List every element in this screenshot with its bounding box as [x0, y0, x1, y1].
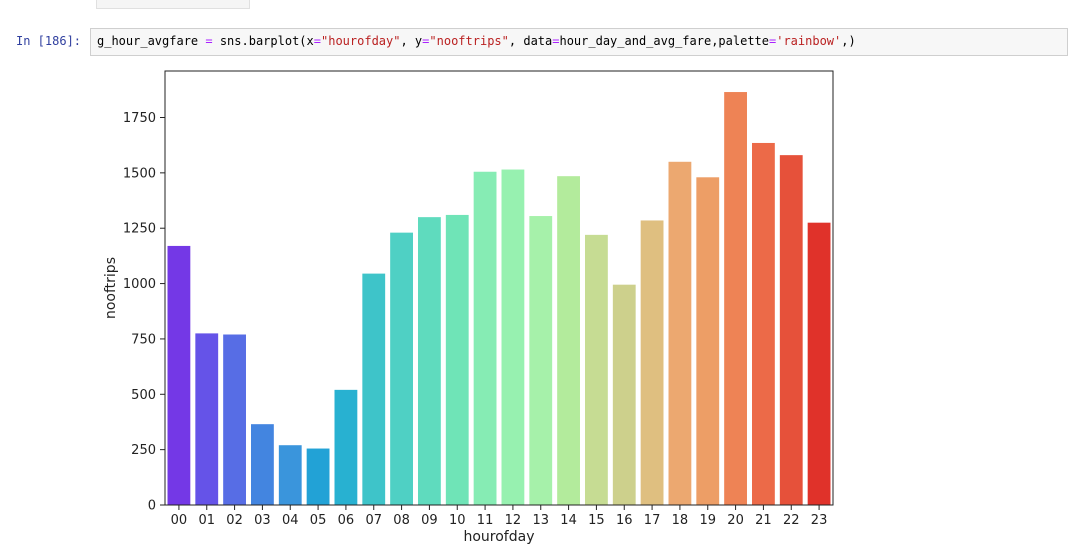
- bar-01: [195, 333, 219, 505]
- x-tick-label: 01: [198, 513, 215, 528]
- x-tick-label: 09: [421, 513, 438, 528]
- x-tick-label: 00: [171, 513, 188, 528]
- bar-04: [278, 445, 302, 505]
- x-tick-label: 16: [616, 513, 633, 528]
- code-cell: In [186]: g_hour_avgfare = sns.barplot(x…: [0, 28, 1069, 58]
- input-prompt: In [186]:: [16, 34, 82, 48]
- y-tick-label: 500: [131, 388, 156, 403]
- x-tick-label: 07: [365, 513, 382, 528]
- x-tick-label: 08: [393, 513, 410, 528]
- x-axis-label: hourofday: [463, 529, 534, 545]
- y-tick-label: 1250: [123, 222, 156, 237]
- y-tick-label: 750: [131, 332, 156, 347]
- bar-00: [167, 245, 191, 505]
- x-tick-label: 06: [338, 513, 355, 528]
- x-tick-label: 02: [226, 513, 243, 528]
- bar-09: [418, 217, 441, 505]
- bar-07: [362, 273, 386, 505]
- y-axis-label: nooftrips: [103, 257, 119, 319]
- bar-06: [334, 389, 358, 505]
- previous-cell-output: [96, 0, 250, 9]
- bar-12: [501, 169, 525, 505]
- bar-05: [306, 448, 330, 505]
- bar-11: [473, 171, 497, 505]
- plot-frame: [164, 70, 834, 506]
- code-editor[interactable]: g_hour_avgfare = sns.barplot(x="hourofda…: [90, 28, 1068, 56]
- bar-15: [585, 234, 608, 506]
- y-tick-label: 1500: [123, 166, 156, 181]
- bar-14: [557, 176, 580, 505]
- x-tick-label: 12: [505, 513, 522, 528]
- x-tick-label: 18: [672, 513, 689, 528]
- y-tick-label: 250: [131, 443, 156, 458]
- bar-16: [612, 284, 636, 505]
- bar-03: [251, 424, 274, 505]
- x-tick-label: 22: [783, 513, 800, 528]
- x-tick-label: 15: [588, 513, 605, 528]
- y-ticks-group: 0 250 500 750 1000 1250 1500 1750: [123, 111, 165, 514]
- x-ticks-group: 00 01 02 03 04 05 06 07 08 09 10 11 12 13 14 15 16 17 18 19…: [171, 505, 828, 528]
- x-tick-label: 23: [811, 513, 828, 528]
- y-tick-label: 1750: [123, 111, 156, 126]
- bars-group: [167, 92, 831, 506]
- x-tick-label: 10: [449, 513, 466, 528]
- x-tick-label: 11: [477, 513, 494, 528]
- y-tick-label: 0: [148, 499, 156, 514]
- bar-13: [529, 216, 553, 506]
- x-tick-label: 21: [755, 513, 772, 528]
- x-tick-label: 17: [644, 513, 661, 528]
- bar-08: [390, 232, 413, 505]
- bar-21: [752, 142, 775, 505]
- x-tick-label: 13: [532, 513, 549, 528]
- x-tick-label: 19: [699, 513, 716, 528]
- bar-23: [807, 222, 831, 505]
- x-tick-label: 05: [310, 513, 327, 528]
- bar-10: [445, 214, 469, 505]
- x-tick-label: 14: [560, 513, 577, 528]
- bar-02: [223, 334, 246, 505]
- bar-22: [779, 155, 803, 505]
- bar-17: [640, 220, 664, 505]
- bar-19: [696, 177, 720, 505]
- x-tick-label: 04: [282, 513, 299, 528]
- bar-18: [668, 161, 692, 505]
- x-tick-label: 03: [254, 513, 271, 528]
- x-tick-label: 20: [727, 513, 744, 528]
- bar-20: [724, 92, 747, 505]
- y-tick-label: 1000: [123, 277, 156, 292]
